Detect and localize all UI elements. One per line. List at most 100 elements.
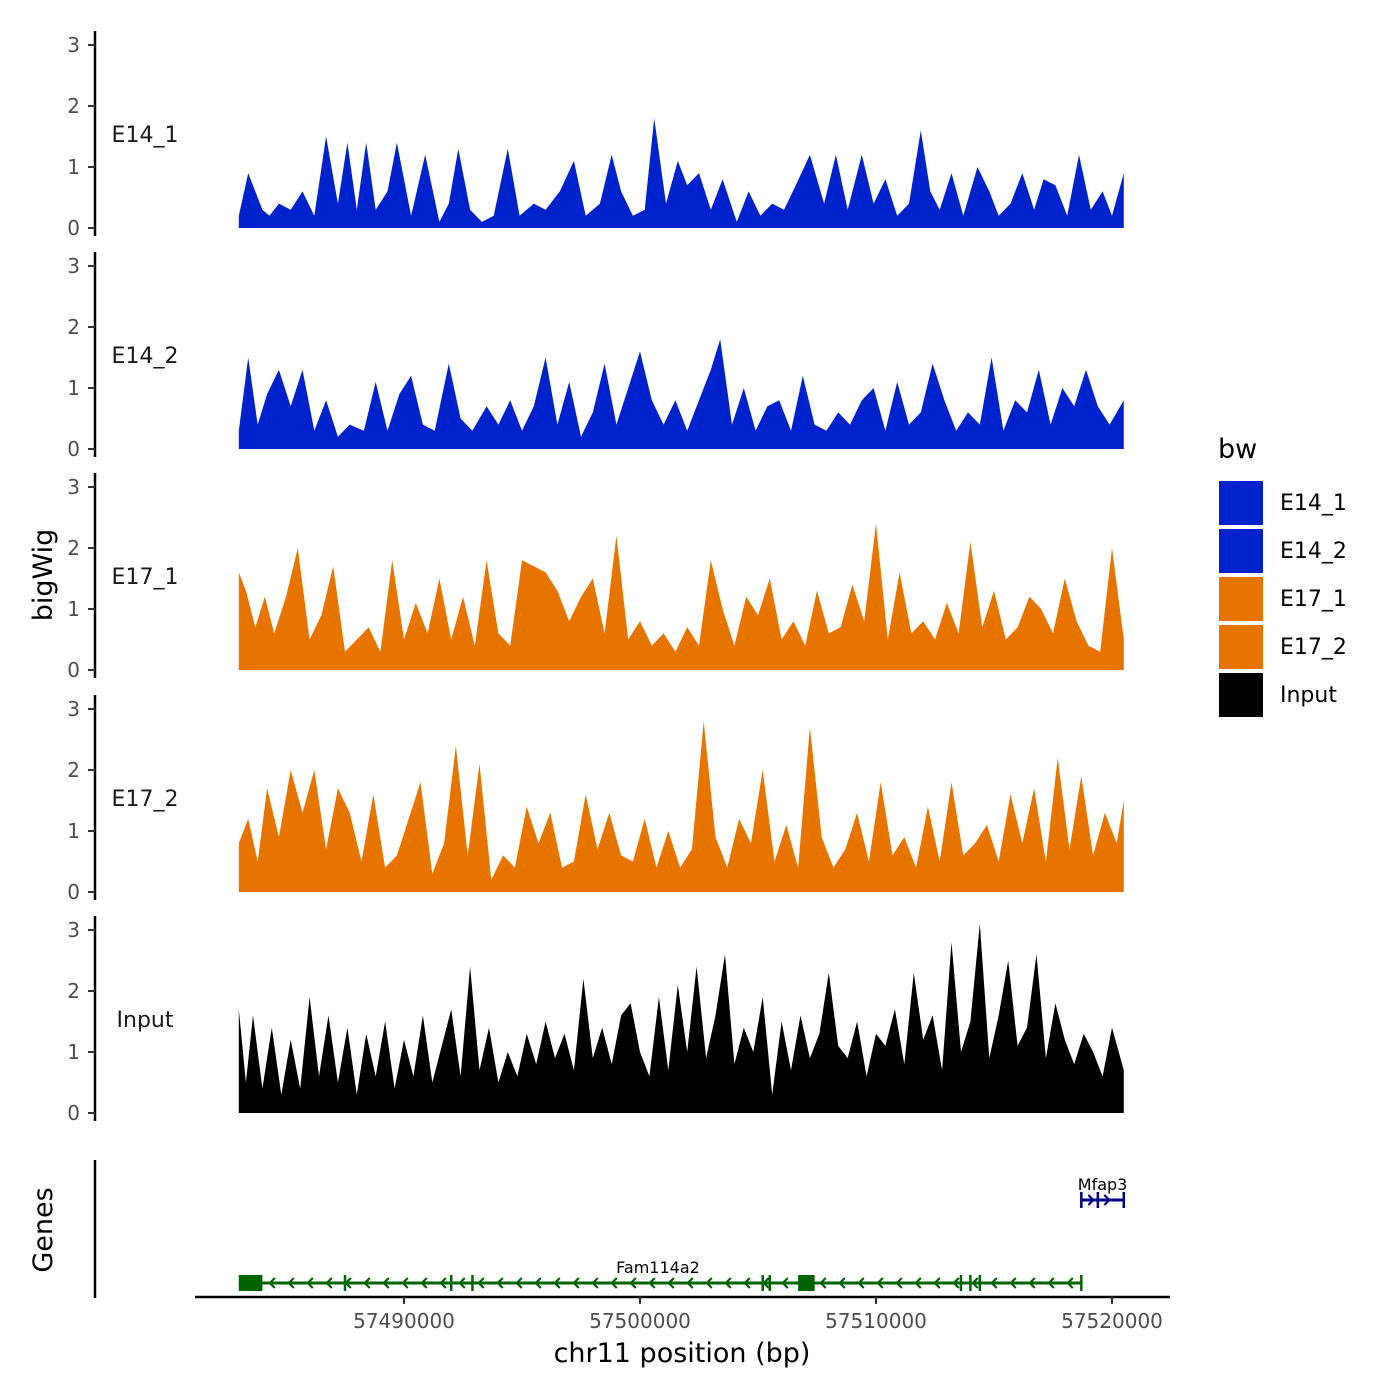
y-tick-label-E14_1-1: 1 xyxy=(67,155,80,179)
strand-arrow-Fam114a2-23 xyxy=(686,1277,694,1289)
strand-arrow-Fam114a2-31 xyxy=(838,1277,846,1289)
track-E14_1: 0 1 2 3 E14_1 xyxy=(67,31,1124,240)
track-label-E14_1: E14_1 xyxy=(112,123,179,148)
exon-Fam114a2-1 xyxy=(798,1275,815,1291)
track-E17_2: 0 1 2 3 E17_2 xyxy=(67,695,1124,904)
strand-arrow-Fam114a2-20 xyxy=(629,1277,637,1289)
legend-key-E14_2 xyxy=(1217,527,1265,575)
y-tick-label-E14_1-3: 3 xyxy=(67,33,80,57)
y-tick-label-E17_1-3: 3 xyxy=(67,475,80,499)
track-label-E17_2: E17_2 xyxy=(112,787,179,812)
y-tick-label-E17_2-0: 0 xyxy=(67,880,80,904)
strand-arrow-Fam114a2-10 xyxy=(439,1277,447,1289)
x-axis-title: chr11 position (bp) xyxy=(554,1338,811,1369)
legend-label-E14_2: E14_2 xyxy=(1280,539,1347,564)
y-axis-title: bigWig xyxy=(28,529,59,622)
strand-arrow-Fam114a2-25 xyxy=(724,1277,732,1289)
y-tick-label-E14_2-0: 0 xyxy=(67,437,80,461)
track-label-E14_2: E14_2 xyxy=(112,344,179,369)
gene-label-Mfap3: Mfap3 xyxy=(1078,1175,1128,1194)
strand-arrow-Fam114a2-42 xyxy=(1047,1277,1055,1289)
legend-label-E14_1: E14_1 xyxy=(1280,491,1347,516)
genes-axis-title: Genes xyxy=(28,1187,59,1272)
track-E17_1: 0 1 2 3 E17_1 xyxy=(67,473,1124,682)
track-label-Input: Input xyxy=(117,1008,174,1033)
legend-key-E14_1 xyxy=(1217,479,1265,527)
y-tick-label-E17_2-2: 2 xyxy=(67,758,80,782)
y-tick-label-Input-2: 2 xyxy=(67,979,80,1003)
strand-arrow-Fam114a2-22 xyxy=(667,1277,675,1289)
y-tick-label-E17_1-2: 2 xyxy=(67,536,80,560)
strand-arrow-Fam114a2-24 xyxy=(705,1277,713,1289)
strand-arrow-Fam114a2-34 xyxy=(895,1277,903,1289)
x-tick-label-57490000: 57490000 xyxy=(353,1309,455,1333)
tracks-layer: 0 1 2 3 E14_1 0 1 2 3 E14_2 0 1 2 3 E17_1 0 1 2 3 E17_2 0 1 2 3… xyxy=(67,31,1124,1125)
strand-arrow-Fam114a2-19 xyxy=(610,1277,618,1289)
strand-arrow-Fam114a2-41 xyxy=(1028,1277,1036,1289)
strand-arrow-Fam114a2-35 xyxy=(914,1277,922,1289)
signal-area-E14_1 xyxy=(238,118,1124,228)
strand-arrow-Fam114a2-13 xyxy=(496,1277,504,1289)
track-Input: 0 1 2 3 Input xyxy=(67,916,1124,1125)
y-tick-label-E14_2-2: 2 xyxy=(67,315,80,339)
strand-arrow-Fam114a2-18 xyxy=(591,1277,599,1289)
track-E14_2: 0 1 2 3 E14_2 xyxy=(67,252,1124,461)
strand-arrow-Fam114a2-9 xyxy=(420,1277,428,1289)
signal-area-E14_2 xyxy=(238,339,1124,449)
strand-arrow-Fam114a2-33 xyxy=(876,1277,884,1289)
strand-arrow-Fam114a2-36 xyxy=(933,1277,941,1289)
legend-key-Input xyxy=(1217,671,1265,719)
legend-label-Input: Input xyxy=(1280,683,1337,708)
signal-area-Input xyxy=(238,923,1124,1113)
strand-arrow-Fam114a2-1 xyxy=(268,1277,276,1289)
strand-arrow-Fam114a2-40 xyxy=(1009,1277,1017,1289)
y-tick-label-E14_2-3: 3 xyxy=(67,254,80,278)
y-tick-label-Input-0: 0 xyxy=(67,1101,80,1125)
strand-arrow-Fam114a2-6 xyxy=(363,1277,371,1289)
strand-arrow-Fam114a2-12 xyxy=(477,1277,485,1289)
strand-arrow-Fam114a2-32 xyxy=(857,1277,865,1289)
legend-label-E17_1: E17_1 xyxy=(1280,587,1347,612)
track-label-E17_1: E17_1 xyxy=(112,565,179,590)
strand-arrow-Fam114a2-16 xyxy=(553,1277,561,1289)
y-tick-label-Input-1: 1 xyxy=(67,1040,80,1064)
strand-arrow-Fam114a2-30 xyxy=(819,1277,827,1289)
strand-arrow-Fam114a2-17 xyxy=(572,1277,580,1289)
strand-arrow-Fam114a2-11 xyxy=(458,1277,466,1289)
strand-arrow-Fam114a2-3 xyxy=(306,1277,314,1289)
y-tick-label-Input-3: 3 xyxy=(67,918,80,942)
y-tick-label-E17_2-1: 1 xyxy=(67,819,80,843)
strand-arrow-Fam114a2-21 xyxy=(648,1277,656,1289)
signal-area-E17_1 xyxy=(238,523,1124,670)
y-tick-label-E17_2-3: 3 xyxy=(67,697,80,721)
strand-arrow-Fam114a2-28 xyxy=(781,1277,789,1289)
x-tick-label-57500000: 57500000 xyxy=(589,1309,691,1333)
strand-arrow-Fam114a2-37 xyxy=(952,1277,960,1289)
strand-arrow-Fam114a2-2 xyxy=(287,1277,295,1289)
legend: bw E14_1 E14_2 E17_1 E17_2 Input xyxy=(1217,434,1347,719)
strand-arrow-Mfap3-0 xyxy=(1087,1194,1095,1206)
signal-area-E17_2 xyxy=(238,721,1124,892)
y-tick-label-E17_1-1: 1 xyxy=(67,597,80,621)
y-tick-label-E14_1-2: 2 xyxy=(67,94,80,118)
strand-arrow-Fam114a2-26 xyxy=(743,1277,751,1289)
strand-arrow-Fam114a2-43 xyxy=(1066,1277,1074,1289)
strand-arrow-Fam114a2-8 xyxy=(401,1277,409,1289)
gene-Mfap3: Mfap3 xyxy=(1078,1175,1128,1208)
legend-key-E17_2 xyxy=(1217,623,1265,671)
strand-arrow-Fam114a2-14 xyxy=(515,1277,523,1289)
legend-key-E17_1 xyxy=(1217,575,1265,623)
y-tick-label-E17_1-0: 0 xyxy=(67,658,80,682)
strand-arrow-Fam114a2-4 xyxy=(325,1277,333,1289)
strand-arrow-Fam114a2-38 xyxy=(971,1277,979,1289)
x-axis: 57490000 57500000 57510000 57520000 xyxy=(195,1295,1170,1333)
x-tick-label-57510000: 57510000 xyxy=(825,1309,927,1333)
strand-arrow-Mfap3-1 xyxy=(1103,1194,1111,1206)
legend-label-E17_2: E17_2 xyxy=(1280,635,1347,660)
strand-arrow-Fam114a2-15 xyxy=(534,1277,542,1289)
exon-Fam114a2-0 xyxy=(238,1275,263,1291)
strand-arrow-Fam114a2-7 xyxy=(382,1277,390,1289)
y-tick-label-E14_2-1: 1 xyxy=(67,376,80,400)
x-tick-label-57520000: 57520000 xyxy=(1061,1309,1163,1333)
